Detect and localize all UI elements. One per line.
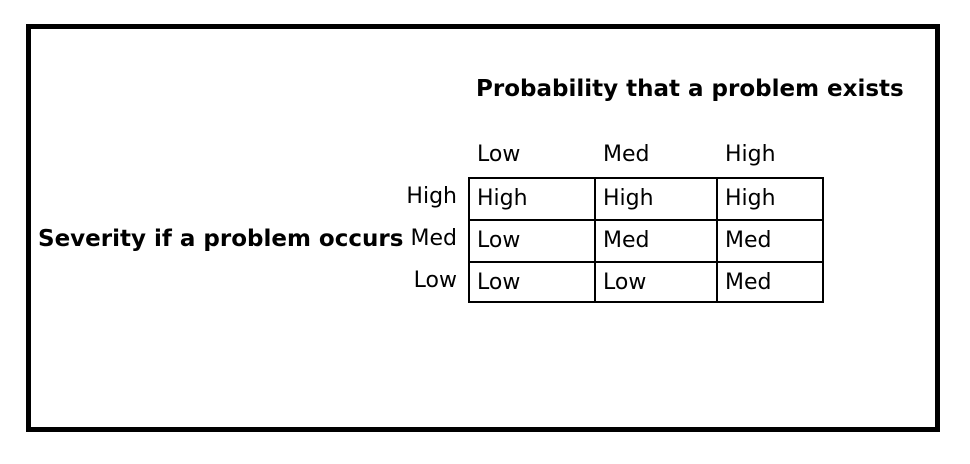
- row-header-high: High: [406, 184, 457, 209]
- matrix-cell: Med: [718, 221, 824, 263]
- row-header-low: Low: [413, 268, 457, 293]
- row-axis-title: Severity if a problem occurs: [38, 226, 404, 252]
- matrix-cell: High: [718, 179, 824, 221]
- matrix-cell: Low: [470, 263, 596, 303]
- column-header-med: Med: [603, 142, 650, 167]
- matrix-cell: Med: [718, 263, 824, 303]
- matrix-cell: High: [470, 179, 596, 221]
- matrix-cell: High: [596, 179, 718, 221]
- column-header-low: Low: [477, 142, 521, 167]
- risk-matrix-grid: High High High Low Med Med Low Low Med: [468, 177, 824, 303]
- matrix-cell: Low: [470, 221, 596, 263]
- column-axis-title: Probability that a problem exists: [476, 76, 904, 102]
- matrix-cell: Low: [596, 263, 718, 303]
- matrix-cell: Med: [596, 221, 718, 263]
- row-header-med: Med: [410, 226, 457, 251]
- column-header-high: High: [725, 142, 776, 167]
- diagram-frame: [26, 24, 940, 432]
